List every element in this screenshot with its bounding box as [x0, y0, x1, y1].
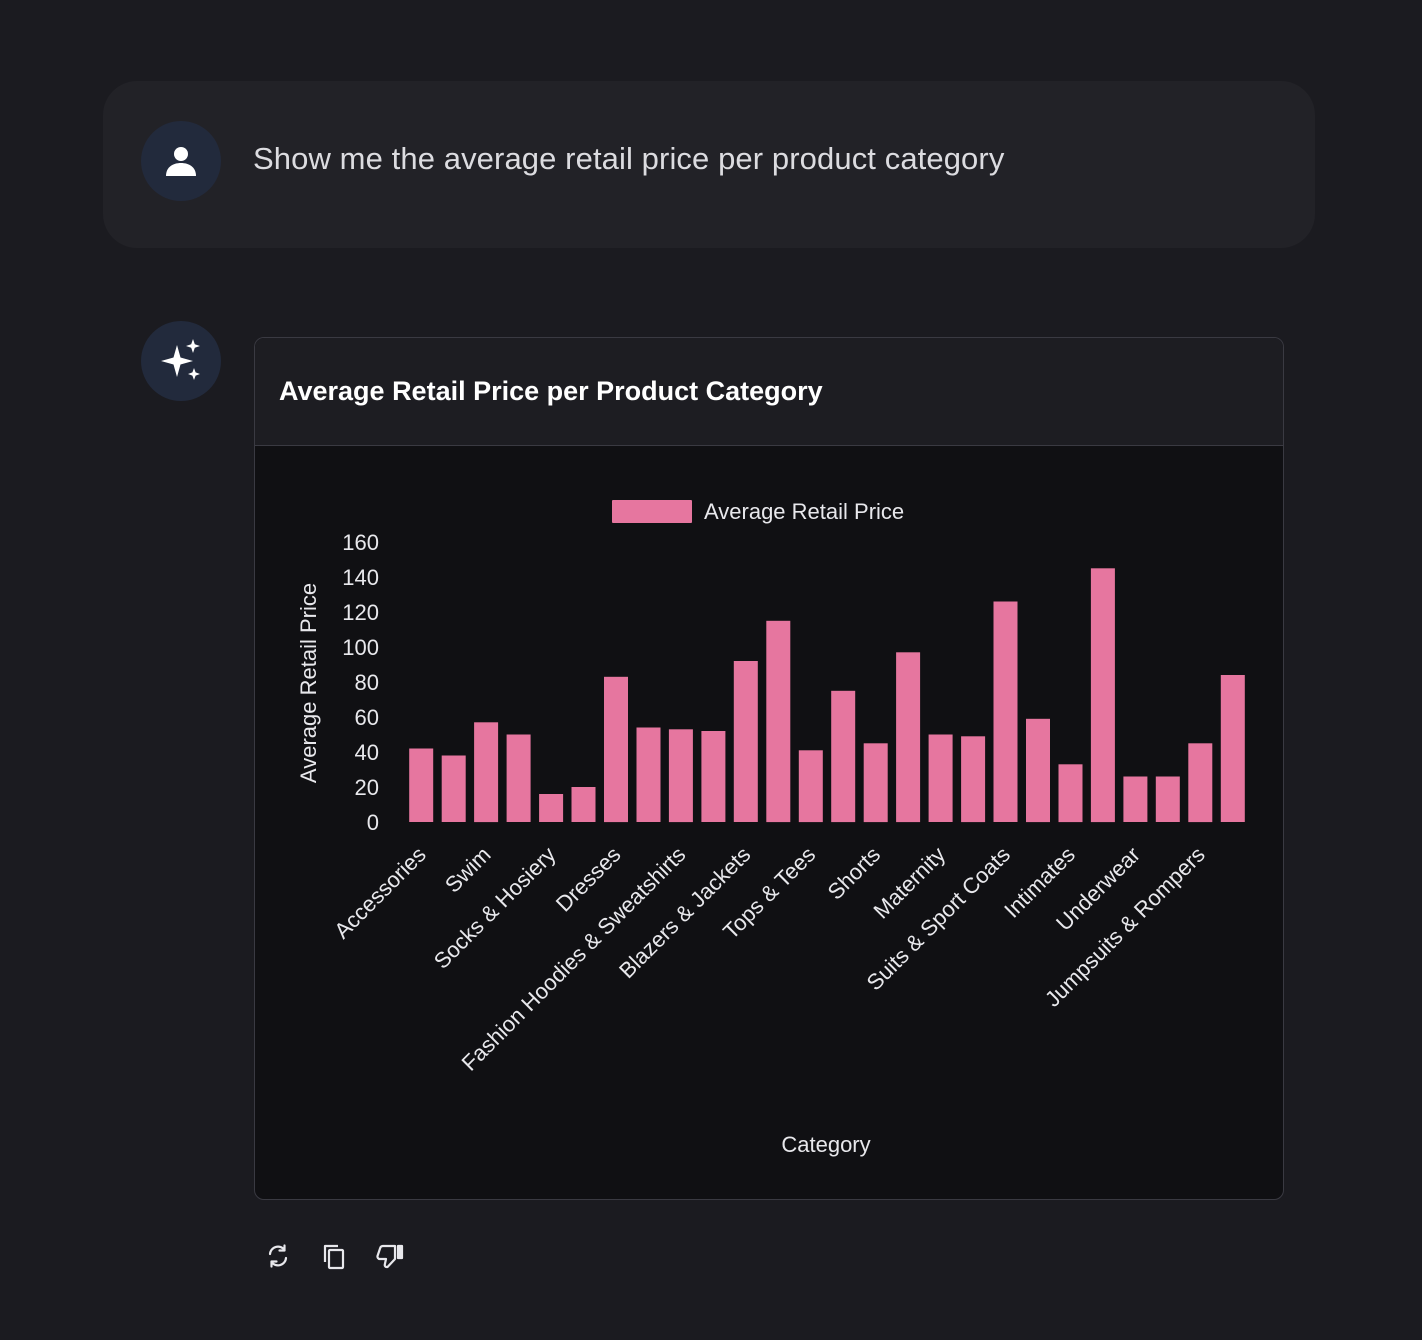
- y-tick-label: 120: [342, 600, 379, 625]
- y-tick-label: 40: [355, 740, 379, 765]
- x-tick-label: Shorts: [823, 842, 886, 905]
- bar: [1090, 568, 1115, 823]
- bar: [798, 750, 823, 823]
- legend-label: Average Retail Price: [704, 499, 904, 524]
- y-tick-label: 60: [355, 705, 379, 730]
- legend-swatch: [612, 500, 692, 523]
- bar: [701, 731, 726, 822]
- regenerate-button[interactable]: [262, 1240, 294, 1272]
- chart-card-header: Average Retail Price per Product Categor…: [255, 338, 1283, 446]
- user-message-text: Show me the average retail price per pro…: [253, 141, 1005, 176]
- x-tick-label: Socks & Hosiery: [429, 842, 561, 974]
- bar: [766, 620, 791, 823]
- copy-button[interactable]: [318, 1240, 350, 1272]
- bar: [1155, 776, 1180, 822]
- bar: [539, 794, 564, 822]
- copy-icon: [323, 1244, 345, 1270]
- y-tick-label: 160: [342, 530, 379, 555]
- y-tick-label: 140: [342, 565, 379, 590]
- bar: [831, 690, 856, 823]
- bar: [961, 736, 986, 823]
- y-tick-label: 100: [342, 635, 379, 660]
- user-avatar: [141, 121, 221, 201]
- chart-card: Average Retail Price per Product Categor…: [254, 337, 1284, 1200]
- y-axis-label: Average Retail Price: [296, 583, 321, 783]
- bar: [1220, 675, 1245, 822]
- bar: [1123, 776, 1148, 822]
- bar: [993, 601, 1018, 822]
- bar: [1188, 743, 1213, 823]
- bar: [1026, 718, 1050, 823]
- bar: [636, 727, 661, 822]
- bar: [1058, 764, 1083, 823]
- y-tick-label: 0: [367, 810, 379, 835]
- bar: [506, 734, 531, 822]
- bar: [474, 722, 499, 823]
- person-icon: [166, 147, 196, 176]
- bar: [604, 676, 628, 823]
- refresh-icon: [268, 1244, 288, 1268]
- bar: [668, 729, 693, 823]
- bar: [896, 652, 921, 823]
- bars-group: [409, 568, 1245, 823]
- bar: [733, 661, 758, 822]
- chart-title: Average Retail Price per Product Categor…: [279, 376, 823, 406]
- x-tick-label: Swim: [440, 842, 496, 898]
- message-actions: [262, 1240, 406, 1272]
- y-tick-label: 80: [355, 670, 379, 695]
- assistant-avatar: [141, 321, 221, 401]
- bar: [409, 748, 434, 822]
- user-message-bubble: Show me the average retail price per pro…: [103, 81, 1315, 248]
- bar: [571, 787, 596, 822]
- thumbs-down-icon: [376, 1244, 404, 1269]
- x-axis-label: Category: [781, 1132, 870, 1157]
- y-tick-label: 20: [355, 775, 379, 800]
- x-tick-label: Accessories: [329, 842, 431, 944]
- sparkles-icon: [161, 339, 200, 380]
- bar: [441, 755, 466, 822]
- bar-chart: Average Retail Price Average Retail Pric…: [296, 499, 1245, 1157]
- bar: [928, 734, 953, 822]
- bar: [863, 743, 888, 823]
- y-axis-ticks: 0 20 40 60 80 100 120 140 160: [342, 530, 379, 835]
- dislike-button[interactable]: [374, 1240, 406, 1272]
